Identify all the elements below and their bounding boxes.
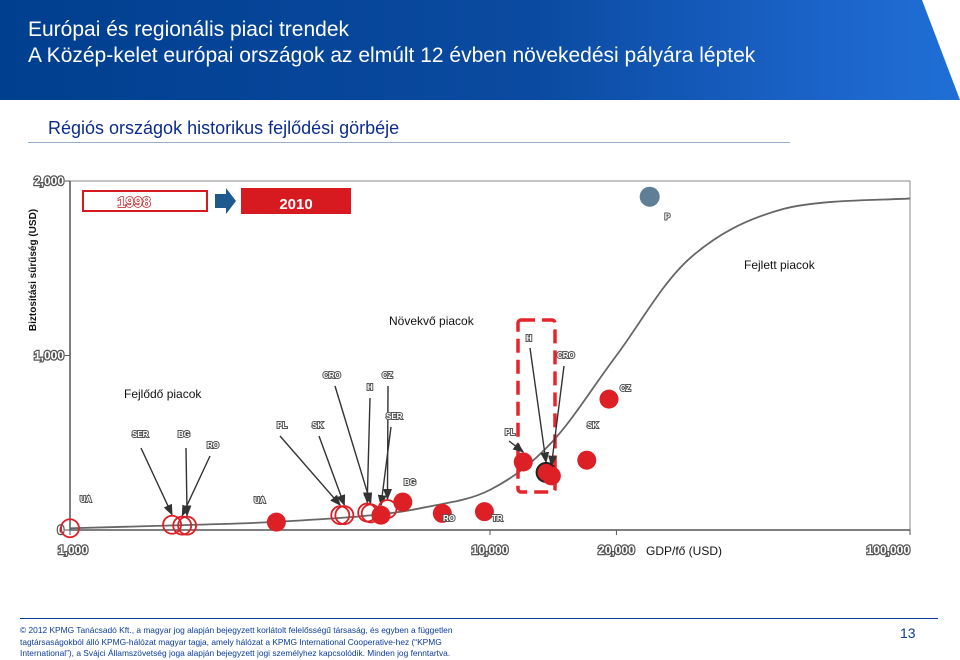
label-1998-h: H [367, 383, 373, 392]
point-1998-ser [162, 514, 182, 535]
y-tick-label: 1,000 [34, 349, 64, 363]
label-1998-ro: RO [207, 441, 219, 450]
x-axis-title: GDP/fő (USD) [646, 544, 722, 558]
footer-copyright: © 2012 KPMG Tanácsadó Kft., a magyar jog… [20, 625, 453, 658]
label-2010-ro: RO [443, 514, 455, 523]
header-corner-cut [922, 0, 960, 100]
point-p [639, 186, 660, 207]
data-labels: UA SER BG PL SK CRO CZ RO H UA RO TR BG SER PL H CRO SK CZ… [79, 212, 672, 524]
developed-markets-label: Fejlett piacok [744, 258, 816, 272]
point-1998-ua [60, 518, 80, 539]
arrow-1998-cro [334, 385, 373, 505]
label-2010-pl: PL [505, 428, 515, 437]
arrow-2010-pl [508, 440, 525, 453]
development-curve [69, 197, 911, 530]
point-2010-tr [474, 502, 494, 522]
arrow-2010-h [529, 347, 550, 464]
point-2010-cro [541, 466, 561, 486]
developing-markets-label: Fejlődő piacok [124, 387, 202, 401]
year-legend: 1998 2010 [82, 188, 351, 214]
section-title: Régiós országok historikus fejlődési gör… [48, 118, 400, 138]
label-2010-ser: SER [386, 412, 403, 421]
annotation-arrows [140, 347, 565, 517]
footer-divider [20, 618, 938, 619]
arrow-1998-ser [140, 447, 173, 516]
x-tick-label: 20,000 [598, 543, 635, 557]
point-2010-ro [432, 503, 452, 523]
x-tick-label: 1,000 [58, 543, 88, 557]
year-1998-label: 1998 [117, 194, 150, 211]
label-1998-ser: SER [132, 430, 149, 439]
label-1998-sk: SK [312, 421, 323, 430]
label-2010-ua: UA [254, 496, 266, 505]
point-2010-cz [599, 389, 619, 409]
plot-area [69, 180, 911, 531]
label-1998-ua: UA [80, 495, 92, 504]
growing-markets-label: Növekvő piacok [389, 314, 475, 328]
label-1998-bg: BG [178, 430, 190, 439]
label-2010-h: H [526, 334, 532, 343]
point-2010-ua [266, 512, 286, 532]
point-2010-pl [513, 452, 533, 472]
arrow-1998-cz [383, 385, 392, 501]
label-2010-sk: SK [587, 421, 598, 430]
arrow-1998-sk [318, 435, 346, 507]
y-tick-label: 2,000 [34, 174, 64, 188]
label-1998-cro: CRO [323, 371, 341, 380]
label-p: P [665, 213, 671, 222]
data-points [60, 186, 660, 539]
x-tick-label: 100,000 [867, 543, 911, 557]
x-tick-label: 10,000 [472, 543, 509, 557]
label-1998-cz: CZ [382, 371, 393, 380]
label-2010-cro: CRO [557, 351, 575, 360]
slide-subtitle: A Közép-kelet európai országok az elmúlt… [28, 44, 756, 67]
arrow-2010-cro [548, 365, 565, 468]
arrow-2010-ser [377, 426, 392, 507]
point-1998-sk [334, 505, 355, 526]
arrow-1998-ro [181, 455, 211, 517]
arrow-1998-h [362, 397, 372, 504]
right-arrow-icon [215, 188, 236, 214]
year-2010-box [241, 188, 351, 214]
y-axis-title: Biztosítási sűrűség (USD) [28, 209, 39, 331]
point-2010-sk [577, 450, 597, 470]
point-2010-ser [371, 505, 391, 525]
year-1998-box [82, 190, 208, 212]
section-divider [28, 142, 790, 143]
point-1998-bg [177, 515, 197, 536]
page-number: 13 [900, 625, 916, 641]
highlight-box-hungary [516, 318, 557, 494]
label-1998-pl: PL [277, 421, 287, 430]
point-1998-ro [172, 515, 193, 536]
header-banner: Európai és regionális piaci trendek A Kö… [0, 0, 960, 100]
slide-title: Európai és regionális piaci trendek [28, 18, 350, 41]
label-2010-tr: TR [492, 514, 503, 523]
label-2010-cz: CZ [620, 384, 631, 393]
label-2010-bg: BG [404, 478, 416, 487]
year-2010-label: 2010 [279, 196, 312, 213]
point-2010-bg [393, 492, 413, 512]
arrow-1998-pl [279, 435, 341, 507]
